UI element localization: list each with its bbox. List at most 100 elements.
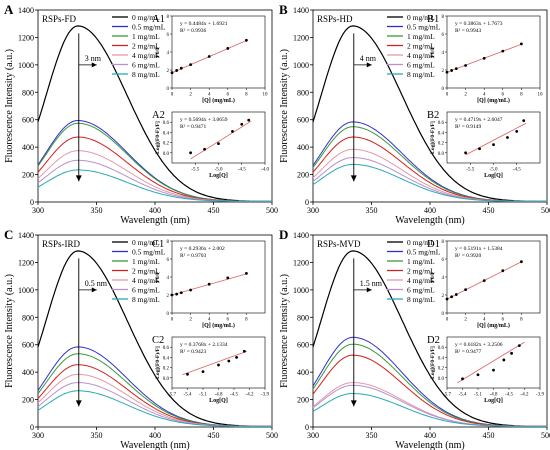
inset-C2: C2 -5.7 -5.4 -5.1 -4.8 -4.5 -4.2 -3.9 0.0 0.2 0.4 0… bbox=[152, 335, 269, 404]
inset-y-label: Log[(F0-F)/F] bbox=[154, 121, 161, 154]
y-tick-label: 1400 bbox=[18, 231, 34, 240]
inset-x-tick-label: -5.5 bbox=[466, 168, 474, 173]
data-point bbox=[510, 351, 513, 355]
inset-x-tick-label: 6 bbox=[227, 318, 230, 323]
legend-label: 0.5 mg/mL bbox=[132, 23, 166, 32]
inset-y-tick-label: 2 bbox=[167, 294, 170, 299]
x-tick-label: 500 bbox=[266, 206, 278, 215]
y-tick-label: 1400 bbox=[293, 6, 309, 15]
inset-x-tick-label: 4 bbox=[208, 318, 211, 323]
fit-equation: y = 0.4719x + 2.6047 bbox=[455, 117, 503, 123]
inset-frame bbox=[446, 15, 541, 89]
panel-title: RSPs-HD bbox=[317, 14, 353, 24]
panel-title: RSPs-FD bbox=[42, 14, 77, 24]
inset-frame bbox=[171, 240, 266, 314]
inset-y-tick-label: 8 bbox=[442, 15, 445, 20]
inset-label: D2 bbox=[427, 335, 440, 346]
inset-y-tick-label: 0.6 bbox=[163, 121, 170, 126]
inset-x-tick-label: 4 bbox=[208, 93, 211, 98]
data-point bbox=[515, 129, 519, 133]
inset-y-label: F0/F bbox=[155, 46, 161, 58]
quench-arrowhead bbox=[350, 175, 357, 182]
fit-line bbox=[182, 350, 248, 376]
inset-x-tick-label: -5.0 bbox=[215, 168, 223, 173]
y-tick-label: 1000 bbox=[293, 61, 309, 70]
x-tick-label: 400 bbox=[424, 431, 436, 440]
inset-y-tick-label: 6 bbox=[167, 258, 170, 263]
inset-y-tick-label: 0.6 bbox=[438, 121, 445, 126]
legend-label: 2 mg/mL bbox=[132, 267, 160, 276]
inset-y-tick-label: 6 bbox=[442, 258, 445, 263]
inset-x-tick-label: 6 bbox=[227, 93, 230, 98]
inset-x-tick-label: -4.5 bbox=[230, 393, 238, 398]
fit-r2: R² = 0.9703 bbox=[180, 253, 207, 259]
data-point bbox=[207, 55, 211, 58]
fit-r2: R² = 0.9423 bbox=[180, 349, 207, 355]
data-point bbox=[464, 64, 467, 67]
inset-y-tick-label: 4 bbox=[167, 51, 170, 56]
y-tick-label: 1400 bbox=[293, 231, 309, 240]
inset-y-label: Log[(F0-F)/F] bbox=[429, 121, 436, 154]
inset-x-tick-label: -5.1 bbox=[474, 393, 482, 398]
inset-C1: C1 0 2 4 6 8 0 2 4 6 8 [Q] (mg/mL) F0/F y = 0.2936x +… bbox=[152, 239, 266, 329]
fit-line bbox=[457, 341, 525, 384]
inset-x-label: Log[Q] bbox=[209, 173, 228, 179]
fit-equation: y = 0.5191x + 1.5384 bbox=[455, 246, 503, 252]
x-tick-label: 350 bbox=[91, 206, 103, 215]
y-tick-label: 600 bbox=[22, 341, 34, 350]
shift-label: 1.5 nm bbox=[360, 279, 383, 288]
y-tick-label: 600 bbox=[22, 116, 34, 125]
data-point bbox=[445, 70, 449, 74]
inset-label: D1 bbox=[427, 239, 440, 250]
x-tick-label: 350 bbox=[366, 206, 378, 215]
inset-x-label: Log[Q] bbox=[484, 398, 503, 404]
y-tick-label: 400 bbox=[297, 143, 309, 152]
inset-y-tick-label: 0 bbox=[442, 87, 445, 92]
fit-r2: R² = 0.9477 bbox=[455, 349, 482, 355]
inset-y-tick-label: 2 bbox=[167, 69, 170, 74]
series-line-0 mg/mL bbox=[312, 25, 547, 202]
inset-A1: A1 0 2 4 6 8 10 0 2 4 6 8 [Q] (mg/mL) F0/F y = 0.4484x… bbox=[152, 14, 268, 104]
y-tick-label: 1000 bbox=[18, 286, 34, 295]
inset-x-label: Log[Q] bbox=[209, 398, 228, 404]
series-line-0 mg/mL bbox=[37, 250, 272, 427]
inset-y-label: F0/F bbox=[430, 46, 436, 58]
legend-label: 4 mg/mL bbox=[132, 276, 160, 285]
y-tick-label: 400 bbox=[297, 368, 309, 377]
data-point bbox=[501, 269, 505, 273]
inset-y-tick-label: 6 bbox=[442, 33, 445, 38]
y-tick-label: 0 bbox=[305, 423, 309, 432]
quench-arrowhead bbox=[75, 175, 82, 182]
x-tick-label: 300 bbox=[32, 206, 44, 215]
panel-title: RSPs-MVD bbox=[317, 239, 361, 249]
inset-x-tick-label: 8 bbox=[520, 93, 523, 98]
inset-y-tick-label: 0.4 bbox=[163, 131, 170, 136]
shift-arrowhead bbox=[91, 62, 97, 68]
x-axis-label: Wavelength (nm) bbox=[395, 440, 464, 450]
legend-label: 0.5 mg/mL bbox=[407, 23, 441, 32]
x-tick-label: 350 bbox=[366, 431, 378, 440]
inset-y-tick-label: 0.6 bbox=[163, 346, 170, 351]
data-point bbox=[464, 151, 467, 155]
inset-label: A2 bbox=[152, 110, 165, 121]
shift-label: 0.5 nm bbox=[85, 279, 108, 288]
inset-y-label: F0/F bbox=[430, 271, 436, 283]
fit-equation: y = 0.3863x + 1.7673 bbox=[455, 21, 503, 27]
data-point bbox=[445, 297, 449, 301]
x-tick-label: 350 bbox=[91, 431, 103, 440]
inset-B2: B2 -5.5 -5.0 -4.5 0.0 0.2 0.4 0.6 Log[Q] Log[(F0-… bbox=[427, 110, 541, 179]
legend-label: 4 mg/mL bbox=[407, 51, 435, 60]
inset-y-tick-label: 8 bbox=[167, 15, 170, 20]
inset-y-tick-label: 0.0 bbox=[438, 152, 445, 157]
inset-x-tick-label: -4.5 bbox=[238, 168, 246, 173]
inset-y-label: F0/F bbox=[155, 271, 161, 283]
data-point bbox=[476, 373, 480, 377]
data-point bbox=[175, 292, 179, 296]
inset-x-tick-label: -4.0 bbox=[261, 168, 269, 173]
data-point bbox=[502, 358, 506, 362]
inset-x-tick-label: -5.4 bbox=[459, 393, 467, 398]
inset-y-tick-label: 0.6 bbox=[438, 346, 445, 351]
y-tick-label: 1200 bbox=[293, 258, 309, 267]
inset-x-tick-label: 0 bbox=[446, 93, 449, 98]
